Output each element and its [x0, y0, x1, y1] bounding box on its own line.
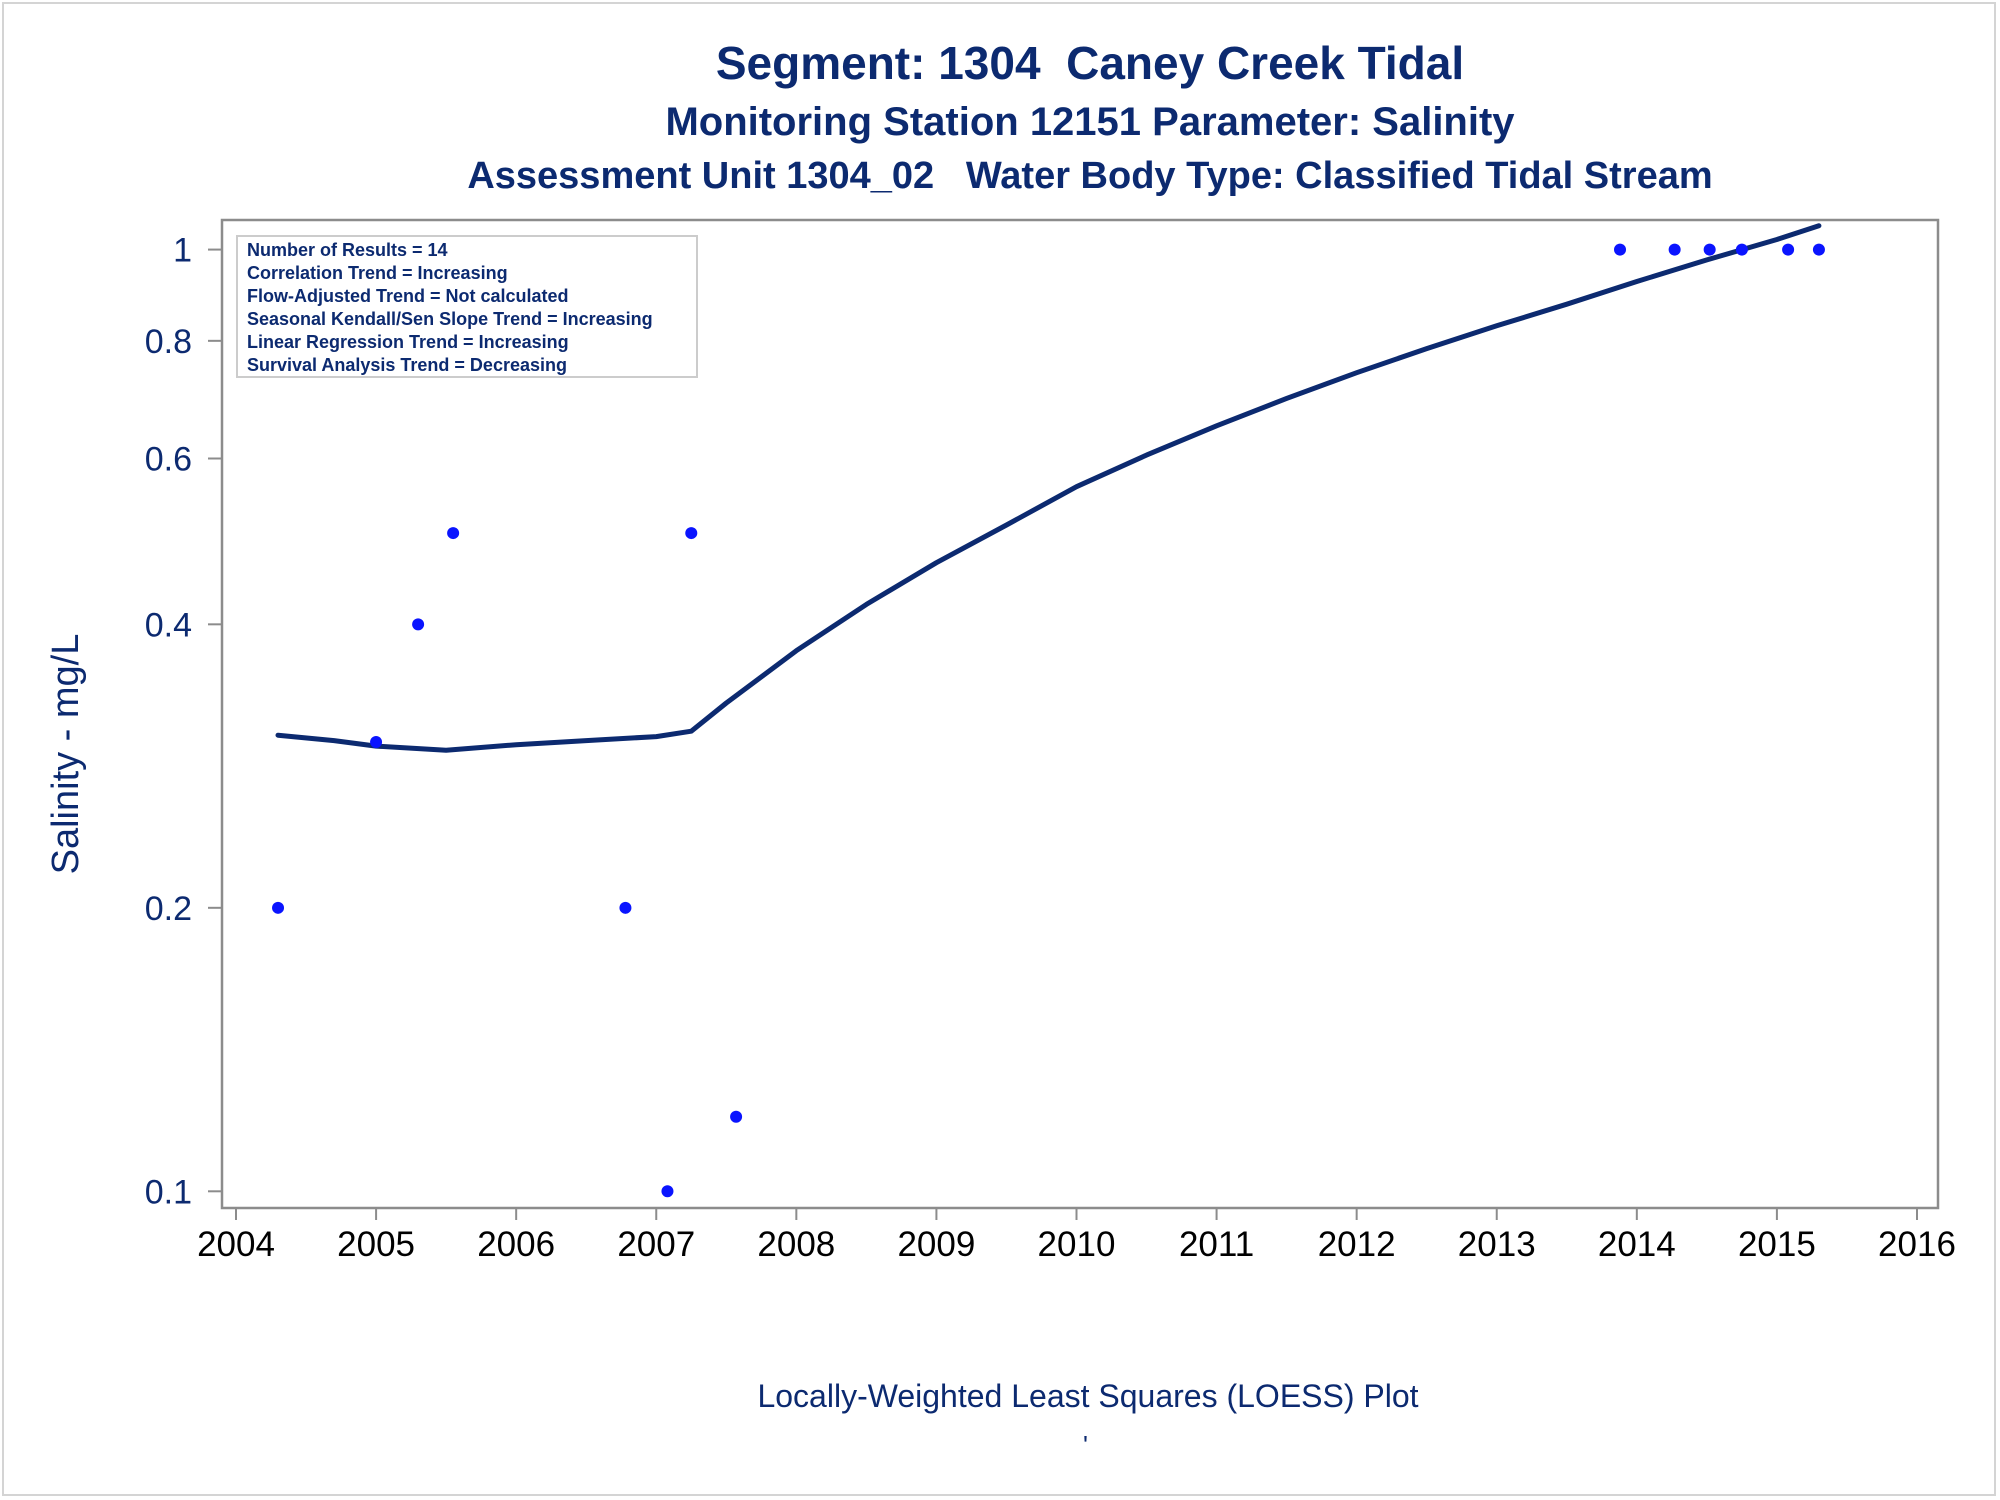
data-point: [1812, 243, 1825, 256]
x-tick-label: 2008: [757, 1225, 835, 1264]
stats-line: Number of Results = 14: [247, 240, 448, 260]
x-tick-label: 2007: [617, 1225, 695, 1264]
x-tick-label: 2011: [1179, 1225, 1254, 1264]
chart-axes: 2004 2005 2006 2007 2008 2009 2010 2011 2012 2013…: [45, 218, 1956, 1264]
chart-subtitle-assessment: Assessment Unit 1304_02 Water Body Type:…: [467, 155, 1713, 197]
y-tick-label: 0.1: [145, 1173, 192, 1211]
stats-line: Flow-Adjusted Trend = Not calculated: [247, 286, 569, 306]
footer-mark: ': [1083, 1430, 1088, 1460]
x-tick-label: 2012: [1318, 1225, 1396, 1264]
chart-subtitle-station: Monitoring Station 12151 Parameter: Sali…: [665, 100, 1515, 144]
data-point: [1735, 243, 1748, 256]
data-point: [370, 735, 383, 748]
data-point: [619, 901, 632, 914]
data-point: [685, 527, 698, 540]
data-point: [412, 618, 425, 631]
chart-marks: [272, 223, 1825, 1198]
x-tick-label: 2005: [337, 1225, 415, 1264]
x-tick-label: 2010: [1038, 1225, 1116, 1264]
data-point: [1614, 243, 1627, 256]
y-tick-label: 0.8: [145, 323, 192, 361]
data-point: [1668, 243, 1681, 256]
y-tick-label: 0.2: [145, 890, 192, 928]
x-tick-label: 2004: [197, 1225, 275, 1264]
plot-area-border: [220, 218, 1940, 1210]
y-axis-label: Salinity - mg/L: [45, 634, 87, 875]
x-tick-label: 2015: [1738, 1225, 1816, 1264]
y-tick-label: 0.4: [145, 606, 192, 644]
x-tick-label: 2016: [1878, 1225, 1956, 1264]
stats-box: Number of Results = 14 Correlation Trend …: [236, 235, 698, 378]
data-point: [661, 1185, 674, 1198]
data-point: [272, 901, 285, 914]
x-tick-label: 2014: [1598, 1225, 1676, 1264]
stats-line: Seasonal Kendall/Sen Slope Trend = Incre…: [247, 309, 653, 329]
loess-line: [275, 223, 1822, 753]
stats-box-border: [236, 235, 698, 378]
y-tick-label: 0.6: [145, 440, 192, 478]
data-point: [447, 527, 460, 540]
x-tick-label: 2006: [477, 1225, 555, 1264]
chart-footer: Locally-Weighted Least Squares (LOESS) P…: [757, 1378, 1419, 1414]
y-tick-label: 1: [173, 232, 192, 270]
stats-line: Survival Analysis Trend = Decreasing: [247, 355, 567, 375]
stats-line: Linear Regression Trend = Increasing: [247, 332, 569, 352]
stats-line: Correlation Trend = Increasing: [247, 263, 508, 283]
chart-title: Segment: 1304 Caney Creek Tidal: [715, 37, 1465, 89]
data-point: [730, 1110, 743, 1123]
data-point: [1782, 243, 1795, 256]
data-point: [1703, 243, 1716, 256]
x-tick-label: 2013: [1458, 1225, 1536, 1264]
x-tick-label: 2009: [897, 1225, 975, 1264]
